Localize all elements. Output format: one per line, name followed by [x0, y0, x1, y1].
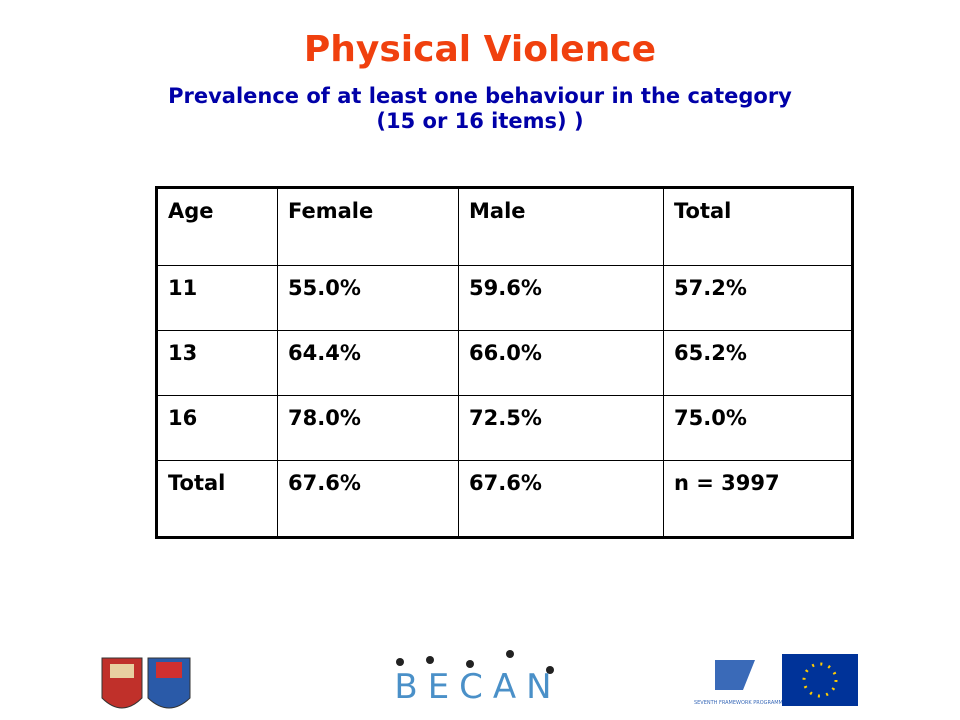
figure	[546, 666, 554, 674]
table-cell: 11	[156, 265, 278, 331]
data-table: Age Female Male Total 11 55.0% 59.6% 57.2% 13 64.…	[155, 186, 854, 539]
crest-detail	[156, 662, 182, 678]
fp7-mark	[715, 660, 755, 690]
table-row: 13 64.4% 66.0% 65.2%	[156, 330, 853, 396]
stars	[802, 662, 838, 698]
table-cell: 66.0%	[458, 330, 664, 396]
table-cell: 75.0%	[663, 395, 853, 461]
eu-flag	[782, 654, 858, 706]
flag	[782, 654, 858, 706]
fp7-logo: SEVENTH FRAMEWORK PROGRAMME	[694, 660, 786, 706]
table-cell: 16	[156, 395, 278, 461]
programme-text: SEVENTH FRAMEWORK PROGRAMME	[694, 700, 786, 706]
table-row: 11 55.0% 59.6% 57.2%	[156, 265, 853, 331]
table-row: 16 78.0% 72.5% 75.0%	[156, 395, 853, 461]
header-cell: Male	[458, 187, 664, 266]
figure	[466, 660, 474, 668]
table-cell: 57.2%	[663, 265, 853, 331]
figure	[426, 656, 434, 664]
table-cell: 65.2%	[663, 330, 853, 396]
table-cell: 13	[156, 330, 278, 396]
university-logos	[101, 657, 191, 709]
figure	[396, 658, 404, 666]
header-cell: Total	[663, 187, 853, 266]
table-cell: Total	[156, 460, 278, 538]
table-cell: 78.0%	[277, 395, 459, 461]
subtitle: Prevalence of at least one behaviour in …	[0, 84, 960, 134]
figure	[506, 650, 514, 658]
subtitle-line: Prevalence of at least one behaviour in …	[168, 84, 792, 108]
table-cell: 67.6%	[458, 460, 664, 538]
table-row: Total 67.6% 67.6% n = 3997	[156, 460, 853, 538]
header-row: Age Female Male Total	[156, 187, 853, 266]
table-cell: 72.5%	[458, 395, 664, 461]
table-cell: 55.0%	[277, 265, 459, 331]
table-cell: 67.6%	[277, 460, 459, 538]
table-cell: 64.4%	[277, 330, 459, 396]
subtitle-line: (15 or 16 items) )	[376, 109, 584, 133]
title: Physical Violence	[303, 29, 657, 70]
header-cell: Female	[277, 187, 459, 266]
becan-logo: BECAN	[394, 650, 561, 707]
header-cell: Age	[156, 187, 278, 266]
table-cell: 59.6%	[458, 265, 664, 331]
crest-detail	[110, 664, 134, 678]
logos: BECAN SEVENTH FRAMEWORK PROGRAMME	[101, 650, 858, 709]
logo-text: BECAN	[394, 667, 561, 707]
table-cell: n = 3997	[663, 460, 853, 538]
